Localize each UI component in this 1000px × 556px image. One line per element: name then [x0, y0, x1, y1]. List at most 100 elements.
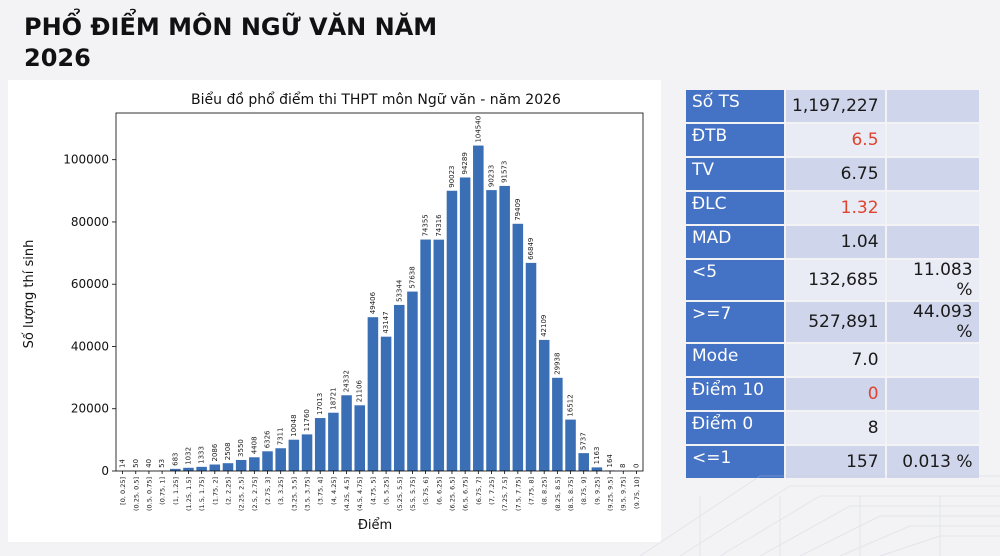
bar	[446, 190, 458, 471]
bar	[565, 419, 576, 471]
bar-value-label: 53344	[395, 279, 403, 302]
bar-value-label: 43147	[382, 311, 390, 333]
bar-value-label: 10048	[290, 414, 298, 436]
stats-value: 1,197,227	[786, 90, 885, 122]
stats-value: 8	[786, 412, 885, 444]
stats-row: Điểm 10 0	[686, 378, 979, 410]
x-tick-label: (1.25, 1.5]	[185, 477, 193, 511]
x-tick-label: (8.5, 8.75]	[567, 477, 575, 511]
stats-percent	[886, 412, 979, 444]
stats-value: 132,685	[786, 260, 885, 300]
bar	[314, 418, 326, 471]
stats-label: Điểm 0	[686, 412, 784, 444]
bar-value-label: 49406	[369, 291, 377, 314]
bar-value-label: 1333	[198, 446, 206, 464]
y-axis-label: Số lượng thí sinh	[22, 240, 37, 349]
x-tick-label: (4.75, 5]	[369, 477, 377, 505]
bar-value-label: 21106	[356, 379, 364, 402]
x-tick-label: (6.5, 6.75]	[462, 477, 470, 511]
y-tick-label: 100000	[63, 153, 109, 167]
bar-value-label: 90023	[448, 165, 456, 187]
bar-value-label: 57638	[408, 266, 416, 288]
stats-value: 7.0	[786, 344, 885, 376]
bar	[578, 453, 589, 471]
x-tick-label: (5, 5.25]	[383, 477, 391, 505]
x-tick-label: (3.5, 3.75]	[304, 477, 312, 511]
page-title: PHỔ ĐIỂM MÔN NGỮ VĂN NĂM 2026	[24, 13, 438, 72]
bar	[183, 467, 194, 471]
bar	[249, 457, 260, 471]
stats-row: <=1 157 0.013 %	[686, 446, 979, 478]
bar-value-label: 104540	[474, 116, 482, 143]
stats-label: MAD	[686, 226, 784, 258]
stats-row: <5 132,685 11.083 %	[686, 260, 979, 300]
bar-value-label: 4408	[250, 436, 258, 454]
bar-value-label: 17013	[316, 393, 324, 415]
stats-label: >=7	[686, 302, 784, 342]
bar	[407, 291, 418, 471]
stats-percent	[886, 344, 979, 376]
bar	[499, 185, 510, 471]
bar-value-label: 94289	[461, 152, 469, 174]
bar	[275, 448, 286, 471]
x-tick-label: (4.5, 4.75]	[356, 477, 364, 511]
bar	[354, 405, 366, 471]
stats-percent	[886, 90, 979, 122]
stats-label: ĐLC	[686, 192, 784, 224]
bar-value-label: 7311	[277, 427, 285, 445]
stats-row: >=7 527,891 44.093 %	[686, 302, 979, 342]
stats-label: Mode	[686, 344, 784, 376]
bar-value-label: 164	[606, 454, 614, 468]
x-tick-label: (4.25, 4.5]	[343, 477, 351, 511]
x-tick-label: (1.75, 2]	[211, 477, 219, 505]
stats-value: 1.32	[786, 192, 885, 224]
stats-percent	[886, 158, 979, 190]
bar-value-label: 53	[158, 459, 166, 468]
x-tick-label: (3, 3.25]	[277, 477, 285, 505]
stats-row: ĐTB 6.5	[686, 124, 979, 156]
x-tick-label: (0.25, 0.5]	[132, 477, 140, 511]
y-tick-label: 80000	[71, 215, 109, 229]
stats-value: 0	[786, 378, 885, 410]
bar-value-label: 66849	[527, 238, 535, 260]
bar	[196, 466, 207, 471]
bar-value-label: 5737	[580, 432, 588, 450]
stats-row: Số TS 1,197,227	[686, 90, 979, 122]
x-tick-label: (1, 1.25]	[172, 477, 180, 505]
chart-title: Biểu đồ phổ điểm thi THPT môn Ngữ văn - …	[191, 91, 561, 108]
stats-percent	[886, 124, 979, 156]
stats-row: MAD 1.04	[686, 226, 979, 258]
bar	[380, 336, 392, 471]
bar	[552, 377, 563, 471]
bar-value-label: 90233	[487, 165, 495, 187]
bar	[591, 467, 603, 471]
bar-value-label: 40	[145, 459, 153, 468]
x-tick-label: (7.5, 7.75]	[514, 477, 522, 511]
bar-value-label: 18721	[329, 387, 337, 409]
bar-value-label: 50	[132, 459, 140, 468]
x-tick-label: (2.75, 3]	[264, 477, 272, 505]
bar-value-label: 16512	[567, 394, 575, 416]
bar-value-label: 74355	[422, 214, 430, 236]
x-tick-label: [0, 0.25]	[119, 477, 127, 505]
bar	[433, 239, 445, 471]
stats-percent	[886, 226, 979, 258]
bar-value-label: 24332	[343, 370, 351, 392]
bar	[538, 339, 550, 471]
stats-percent: 44.093 %	[886, 302, 979, 342]
bar	[459, 177, 471, 471]
bar-value-label: 14	[119, 459, 127, 468]
y-tick-label: 60000	[71, 277, 109, 291]
bar	[473, 145, 484, 471]
bar	[420, 239, 431, 471]
x-tick-label: (7.75, 8]	[528, 477, 536, 505]
stats-percent: 0.013 %	[886, 446, 979, 478]
x-tick-label: (0.75, 1]	[159, 477, 167, 505]
x-tick-label: (2, 2.25]	[224, 477, 232, 505]
stats-value: 6.75	[786, 158, 885, 190]
x-tick-label: (8, 8.25]	[541, 477, 549, 505]
stats-row: Mode 7.0	[686, 344, 979, 376]
stats-percent: 11.083 %	[886, 260, 979, 300]
bar	[288, 439, 300, 471]
stats-value: 157	[786, 446, 885, 478]
